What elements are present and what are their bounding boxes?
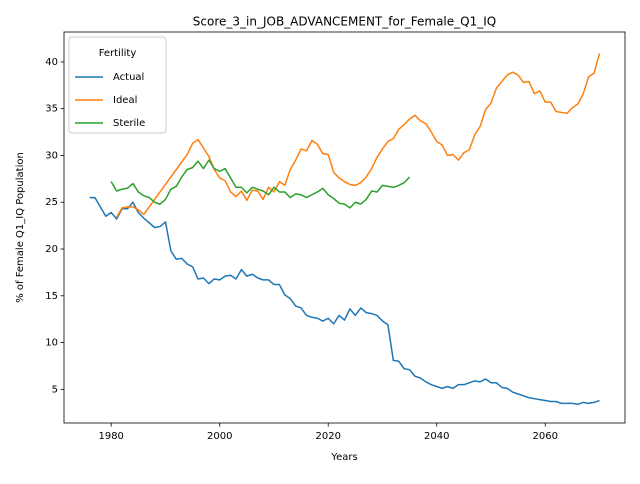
legend-label: Sterile bbox=[113, 118, 145, 129]
y-tick-label: 30 bbox=[45, 150, 58, 161]
chart-title: Score_3_in_JOB_ADVANCEMENT_for_Female_Q1… bbox=[193, 15, 496, 29]
series-line bbox=[115, 53, 601, 218]
x-tick-label: 1980 bbox=[98, 431, 123, 442]
x-tick-label: 2040 bbox=[424, 431, 449, 442]
legend-label: Actual bbox=[113, 72, 144, 83]
y-tick-label: 40 bbox=[45, 57, 58, 68]
y-tick-label: 15 bbox=[45, 291, 58, 302]
series-line bbox=[110, 159, 411, 209]
series-line bbox=[89, 196, 600, 406]
y-tick-label: 10 bbox=[45, 338, 58, 349]
x-tick-label: 2060 bbox=[533, 431, 558, 442]
legend-box bbox=[68, 36, 167, 134]
plot-frame bbox=[63, 31, 626, 424]
legend: Fertility Actual Ideal Sterile bbox=[68, 36, 167, 134]
legend-label: Ideal bbox=[113, 95, 137, 106]
y-tick-label: 20 bbox=[45, 244, 58, 255]
x-tick-label: 2020 bbox=[315, 431, 340, 442]
y-tick-label: 5 bbox=[52, 384, 58, 395]
y-tick-label: 25 bbox=[45, 197, 58, 208]
legend-title: Fertility bbox=[99, 48, 137, 59]
x-axis-label: Years bbox=[330, 452, 357, 463]
y-tick-label: 35 bbox=[45, 104, 58, 115]
x-tick-label: 2000 bbox=[207, 431, 232, 442]
y-axis-label: % of Female Q1_IQ Population bbox=[15, 152, 26, 303]
